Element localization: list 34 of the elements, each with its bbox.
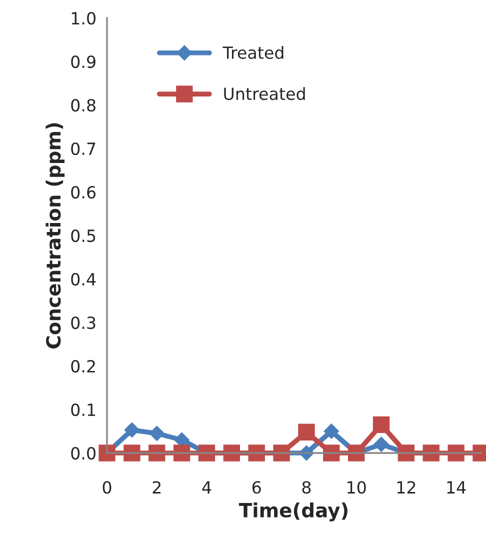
point — [124, 444, 140, 462]
x-tick-label: 6 — [252, 481, 261, 494]
y-tick-label: 0.4 — [71, 272, 96, 286]
y-tick-label: 0.6 — [71, 186, 96, 199]
point — [448, 444, 464, 462]
y-tick-label: 0.9 — [71, 55, 96, 68]
x-tick-label: 2 — [152, 481, 160, 494]
y-tick-label: 0.7 — [71, 142, 96, 156]
point — [374, 436, 389, 452]
y-axis-title: Concentration (ppm) — [46, 123, 65, 348]
x-tick-label: 12 — [397, 481, 416, 494]
point — [148, 444, 166, 462]
y-tick-label: 0.1 — [71, 403, 96, 416]
x-tick-label: 10 — [348, 481, 366, 494]
y-tick-label: 0.0 — [71, 446, 96, 460]
point — [173, 444, 190, 462]
y-tick-label: 0.2 — [71, 360, 95, 373]
y-tick-label: 0.3 — [71, 316, 96, 330]
x-tick-label: 8 — [302, 481, 311, 494]
x-tick-label: 4 — [202, 481, 212, 494]
legend-label: Treated — [222, 46, 284, 59]
y-tick-label: 0.8 — [71, 98, 96, 112]
point — [149, 426, 164, 441]
y-tick-label: 0.5 — [71, 229, 96, 242]
x-tick-label: 0 — [102, 481, 112, 494]
point — [324, 424, 339, 439]
point — [124, 422, 140, 438]
point — [372, 416, 390, 434]
point — [323, 444, 340, 462]
x-axis-title: Time(day) — [238, 502, 348, 522]
point — [298, 424, 315, 440]
legend-label: Untreated — [224, 87, 305, 100]
y-tick-label: 1.0 — [72, 12, 96, 25]
x-tick-label: 14 — [447, 481, 466, 494]
